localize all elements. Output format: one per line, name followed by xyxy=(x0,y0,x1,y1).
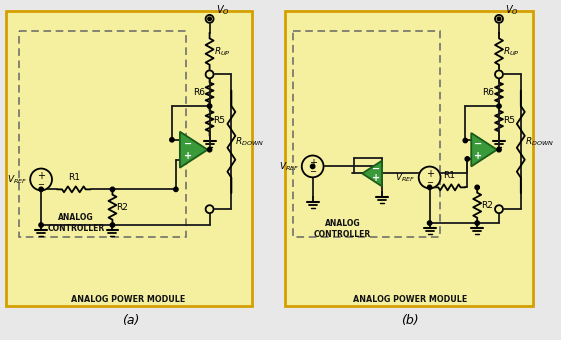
Text: +: + xyxy=(475,151,482,160)
Circle shape xyxy=(465,157,470,161)
Text: $V_O$: $V_O$ xyxy=(215,3,229,17)
Text: −: − xyxy=(373,164,380,174)
Text: ANALOG
CONTROLLER: ANALOG CONTROLLER xyxy=(314,219,371,239)
Polygon shape xyxy=(471,133,497,167)
Polygon shape xyxy=(180,132,208,168)
Circle shape xyxy=(419,167,440,188)
Circle shape xyxy=(39,223,43,227)
Text: −: − xyxy=(426,178,433,187)
Text: R6: R6 xyxy=(482,88,494,97)
Circle shape xyxy=(497,104,501,108)
Text: R5: R5 xyxy=(214,117,226,125)
Circle shape xyxy=(475,221,479,225)
Text: $R_{UP}$: $R_{UP}$ xyxy=(503,45,519,58)
Circle shape xyxy=(497,148,501,152)
Text: R1: R1 xyxy=(443,171,456,181)
Text: R1: R1 xyxy=(68,173,80,183)
Text: R6: R6 xyxy=(192,88,205,97)
Circle shape xyxy=(208,104,211,108)
Circle shape xyxy=(495,15,503,23)
Circle shape xyxy=(206,70,214,78)
Text: $R_{UP}$: $R_{UP}$ xyxy=(214,45,230,58)
Text: (b): (b) xyxy=(401,314,419,327)
Text: R2: R2 xyxy=(481,201,493,210)
Text: R2: R2 xyxy=(117,203,128,212)
Circle shape xyxy=(30,169,52,190)
Circle shape xyxy=(497,17,501,21)
Polygon shape xyxy=(362,160,382,186)
Circle shape xyxy=(495,70,503,78)
FancyBboxPatch shape xyxy=(6,11,252,306)
Text: +: + xyxy=(426,169,434,178)
Circle shape xyxy=(463,138,467,143)
Circle shape xyxy=(475,185,479,189)
Text: −: − xyxy=(38,180,44,189)
Text: +: + xyxy=(183,151,192,161)
Circle shape xyxy=(427,221,432,225)
Text: −: − xyxy=(309,167,316,176)
Circle shape xyxy=(208,17,211,21)
Text: (a): (a) xyxy=(122,314,139,327)
FancyBboxPatch shape xyxy=(285,11,533,306)
Text: ANALOG POWER MODULE: ANALOG POWER MODULE xyxy=(71,295,186,304)
Text: R5: R5 xyxy=(503,117,515,125)
Circle shape xyxy=(206,205,214,213)
Text: −: − xyxy=(183,138,192,148)
Text: ANALOG POWER MODULE: ANALOG POWER MODULE xyxy=(353,295,467,304)
Text: $V_{REF}$: $V_{REF}$ xyxy=(396,171,416,184)
Text: +: + xyxy=(309,157,316,168)
Text: $V_{REF}$: $V_{REF}$ xyxy=(278,160,299,173)
Circle shape xyxy=(174,187,178,191)
Text: ANALOG
CONTROLLER: ANALOG CONTROLLER xyxy=(47,212,104,234)
Circle shape xyxy=(39,187,43,191)
Circle shape xyxy=(208,148,211,152)
Text: $V_O$: $V_O$ xyxy=(505,3,519,17)
Text: −: − xyxy=(475,139,482,149)
Circle shape xyxy=(310,164,315,169)
Circle shape xyxy=(111,187,114,191)
Circle shape xyxy=(170,138,174,142)
Circle shape xyxy=(427,185,432,189)
Text: $R_{DOWN}$: $R_{DOWN}$ xyxy=(236,136,264,148)
Circle shape xyxy=(111,223,114,227)
Text: +: + xyxy=(37,171,45,181)
Text: +: + xyxy=(373,173,380,183)
Text: $R_{DOWN}$: $R_{DOWN}$ xyxy=(525,136,554,148)
Text: $V_{REF}$: $V_{REF}$ xyxy=(7,173,27,186)
Circle shape xyxy=(206,15,214,23)
Circle shape xyxy=(302,155,324,177)
Circle shape xyxy=(495,205,503,213)
